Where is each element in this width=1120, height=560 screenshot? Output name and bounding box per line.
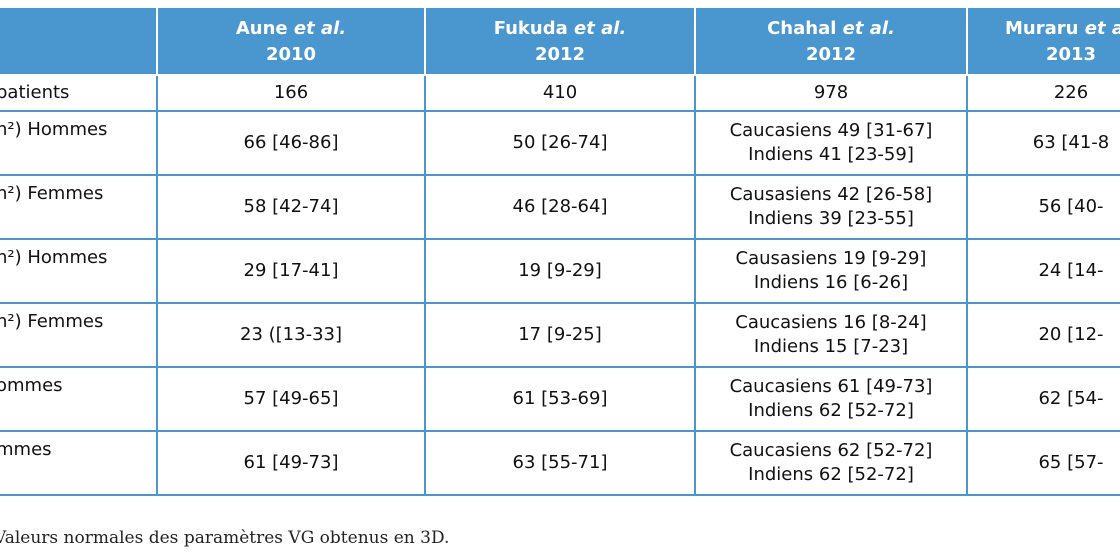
header-cell-aune: Aune et al. 2010 <box>156 8 426 76</box>
row-label: ommes <box>0 366 158 432</box>
table-cell: 19 [9-29] <box>424 238 696 304</box>
table-cell: 20 [12- <box>966 302 1120 368</box>
table-cell: 23 ([13-33] <box>156 302 426 368</box>
row-label: n²) Hommes <box>0 110 158 176</box>
row-label: n²) Hommes <box>0 238 158 304</box>
table-cell: 65 [57- <box>966 430 1120 496</box>
table-cell: 978 <box>694 74 968 112</box>
table-caption: Valeurs normales des paramètres VG obten… <box>0 528 450 548</box>
table-cell: 50 [26-74] <box>424 110 696 176</box>
table-cell: 24 [14- <box>966 238 1120 304</box>
table-row: mmes 61 [49-73] 63 [55-71] Caucasiens 62… <box>0 430 1120 496</box>
table-cell: Causasiens 19 [9-29] Indiens 16 [6-26] <box>694 238 968 304</box>
table-cell: 29 [17-41] <box>156 238 426 304</box>
table-header-row: Aune et al. 2010 Fukuda et al. 2012 Chah… <box>0 8 1120 76</box>
header-cell-fukuda: Fukuda et al. 2012 <box>424 8 696 76</box>
row-label: n²) Femmes <box>0 302 158 368</box>
table-cell: 166 <box>156 74 426 112</box>
table-cell: 410 <box>424 74 696 112</box>
table-cell: 61 [53-69] <box>424 366 696 432</box>
table-cell: Causasiens 42 [26-58] Indiens 39 [23-55] <box>694 174 968 240</box>
table-cell: 46 [28-64] <box>424 174 696 240</box>
table-cell: Caucasiens 62 [52-72] Indiens 62 [52-72] <box>694 430 968 496</box>
table-row: n²) Femmes 23 ([13-33] 17 [9-25] Caucasi… <box>0 302 1120 368</box>
row-label: mmes <box>0 430 158 496</box>
table-cell: 63 [55-71] <box>424 430 696 496</box>
header-cell-muraru: Muraru et al. 2013 <box>966 8 1120 76</box>
table-row: n²) Hommes 29 [17-41] 19 [9-29] Causasie… <box>0 238 1120 304</box>
table-cell: 62 [54- <box>966 366 1120 432</box>
table-row: n²) Hommes 66 [46-86] 50 [26-74] Caucasi… <box>0 110 1120 176</box>
table-row: patients 166 410 978 226 <box>0 74 1120 112</box>
table-cell: 66 [46-86] <box>156 110 426 176</box>
table-cell: Caucasiens 16 [8-24] Indiens 15 [7-23] <box>694 302 968 368</box>
table-cell: 57 [49-65] <box>156 366 426 432</box>
table-cell: Caucasiens 49 [31-67] Indiens 41 [23-59] <box>694 110 968 176</box>
table-cell: 56 [40- <box>966 174 1120 240</box>
table-cell: Caucasiens 61 [49-73] Indiens 62 [52-72] <box>694 366 968 432</box>
table-row: n²) Femmes 58 [42-74] 46 [28-64] Causasi… <box>0 174 1120 240</box>
table-cell: 58 [42-74] <box>156 174 426 240</box>
row-label: patients <box>0 74 158 112</box>
header-cell-chahal: Chahal et al. 2012 <box>694 8 968 76</box>
table-row: ommes 57 [49-65] 61 [53-69] Caucasiens 6… <box>0 366 1120 432</box>
table-cell: 63 [41-8 <box>966 110 1120 176</box>
table-cell: 226 <box>966 74 1120 112</box>
header-label-cell <box>0 8 158 76</box>
table-cell: 61 [49-73] <box>156 430 426 496</box>
row-label: n²) Femmes <box>0 174 158 240</box>
table-cell: 17 [9-25] <box>424 302 696 368</box>
values-table: Aune et al. 2010 Fukuda et al. 2012 Chah… <box>0 8 1120 496</box>
